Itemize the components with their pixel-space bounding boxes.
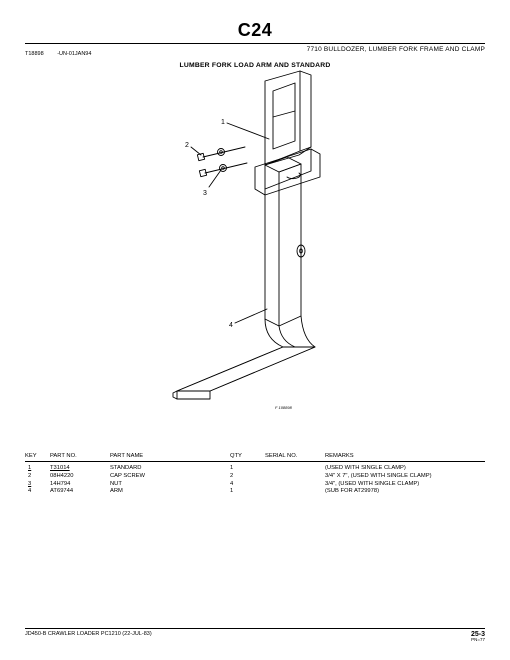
page-footer: JD450-B CRAWLER LOADER PC1210 (22-JUL-83… xyxy=(25,628,485,643)
table-row: 208H4220CAP SCREW23/4" X 7", (USED WITH … xyxy=(25,473,485,481)
col-qty: QTY xyxy=(230,453,265,459)
parts-table-body: 1T31014STANDARD1(USED WITH SINGLE CLAMP)… xyxy=(25,465,485,496)
footer-page-number: 25-3 PN=77 xyxy=(471,631,485,643)
footer-model: JD450-B CRAWLER LOADER PC1210 (22-JUL-83… xyxy=(25,631,152,643)
callout-4: 4 xyxy=(229,322,233,329)
drawing-date: -UN-01JAN94 xyxy=(57,51,91,57)
col-partno: PART NO. xyxy=(50,453,110,459)
technical-drawing: 1 2 3 4 F 108898 xyxy=(25,69,485,449)
section-code: C24 xyxy=(25,20,485,41)
table-row: 1T31014STANDARD1(USED WITH SINGLE CLAMP) xyxy=(25,465,485,473)
col-key: KEY xyxy=(25,453,50,459)
table-row: 314H794NUT43/4", (USED WITH SINGLE CLAMP… xyxy=(25,481,485,489)
page-root: C24 7710 BULLDOZER, LUMBER FORK FRAME AN… xyxy=(0,0,510,660)
callout-3: 3 xyxy=(203,190,207,197)
header-divider xyxy=(25,43,485,44)
col-partname: PART NAME xyxy=(110,453,230,459)
callout-1: 1 xyxy=(221,119,225,126)
fork-arm-illustration: 1 2 3 4 F 108898 xyxy=(115,69,395,449)
col-remarks: REMARKS xyxy=(325,453,485,459)
table-row: 4AT69744ARM1(SUB FOR AT29978) xyxy=(25,488,485,496)
section-title: LUMBER FORK LOAD ARM AND STANDARD xyxy=(25,62,485,69)
callout-2: 2 xyxy=(185,142,189,149)
col-serial: SERIAL NO. xyxy=(265,453,325,459)
parts-table-header: KEY PART NO. PART NAME QTY SERIAL NO. RE… xyxy=(25,453,485,462)
drawing-id: T18898 xyxy=(25,51,44,57)
footer-divider xyxy=(25,628,485,629)
drawing-caption: F 108898 xyxy=(275,405,293,410)
